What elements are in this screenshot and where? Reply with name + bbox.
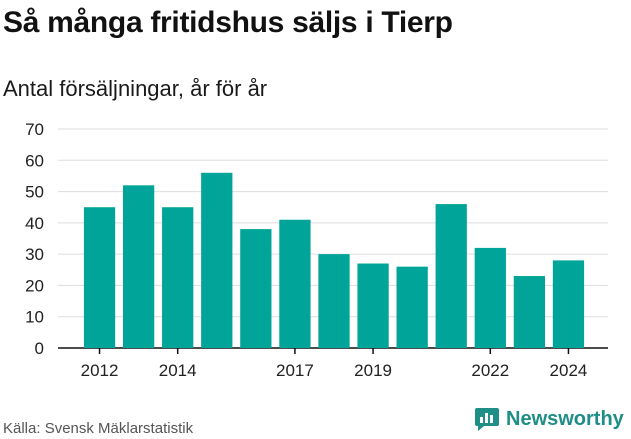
bar-2024 — [552, 260, 585, 348]
x-tick-label: 2017 — [276, 361, 314, 380]
y-tick-label: 20 — [25, 276, 44, 295]
x-tick-label: 2012 — [81, 361, 119, 380]
bar-2013 — [122, 185, 155, 348]
y-tick-label: 30 — [25, 245, 44, 264]
y-tick-label: 0 — [35, 339, 44, 358]
bar-2015 — [201, 172, 233, 348]
y-tick-label: 60 — [25, 151, 44, 170]
y-tick-label: 40 — [25, 214, 44, 233]
chart-title: Så många fritidshus säljs i Tierp — [3, 6, 453, 39]
bar-2022 — [474, 247, 506, 348]
bar-2014 — [162, 207, 194, 348]
x-tick-label: 2022 — [471, 361, 509, 380]
bar-2019 — [357, 263, 389, 348]
bar-2012 — [83, 207, 116, 348]
x-tick-label: 2019 — [354, 361, 392, 380]
y-axis-ticks: 0 10 20 30 40 50 60 70 — [25, 120, 44, 358]
y-tick-label: 50 — [25, 183, 44, 202]
x-tick-label: 2024 — [550, 361, 588, 380]
newsworthy-icon — [475, 408, 499, 431]
x-tick-label: 2014 — [159, 361, 197, 380]
bar-2021 — [435, 204, 467, 348]
bar-2023 — [513, 276, 546, 348]
bars — [83, 172, 585, 348]
bar-2020 — [396, 266, 428, 348]
y-tick-label: 70 — [25, 120, 44, 139]
y-tick-label: 10 — [25, 308, 44, 327]
brand-logo: Newsworthy — [474, 406, 624, 432]
bar-2017 — [279, 219, 311, 348]
chart-subtitle: Antal försäljningar, år för år — [3, 76, 268, 101]
x-axis-ticks: 2012 2014 2017 2019 2022 2024 — [81, 348, 588, 380]
brand-name: Newsworthy — [506, 407, 624, 430]
source-note: Källa: Svensk Mäklarstatistik — [3, 420, 194, 437]
bar-2016 — [240, 229, 272, 348]
bar-2018 — [318, 254, 350, 348]
